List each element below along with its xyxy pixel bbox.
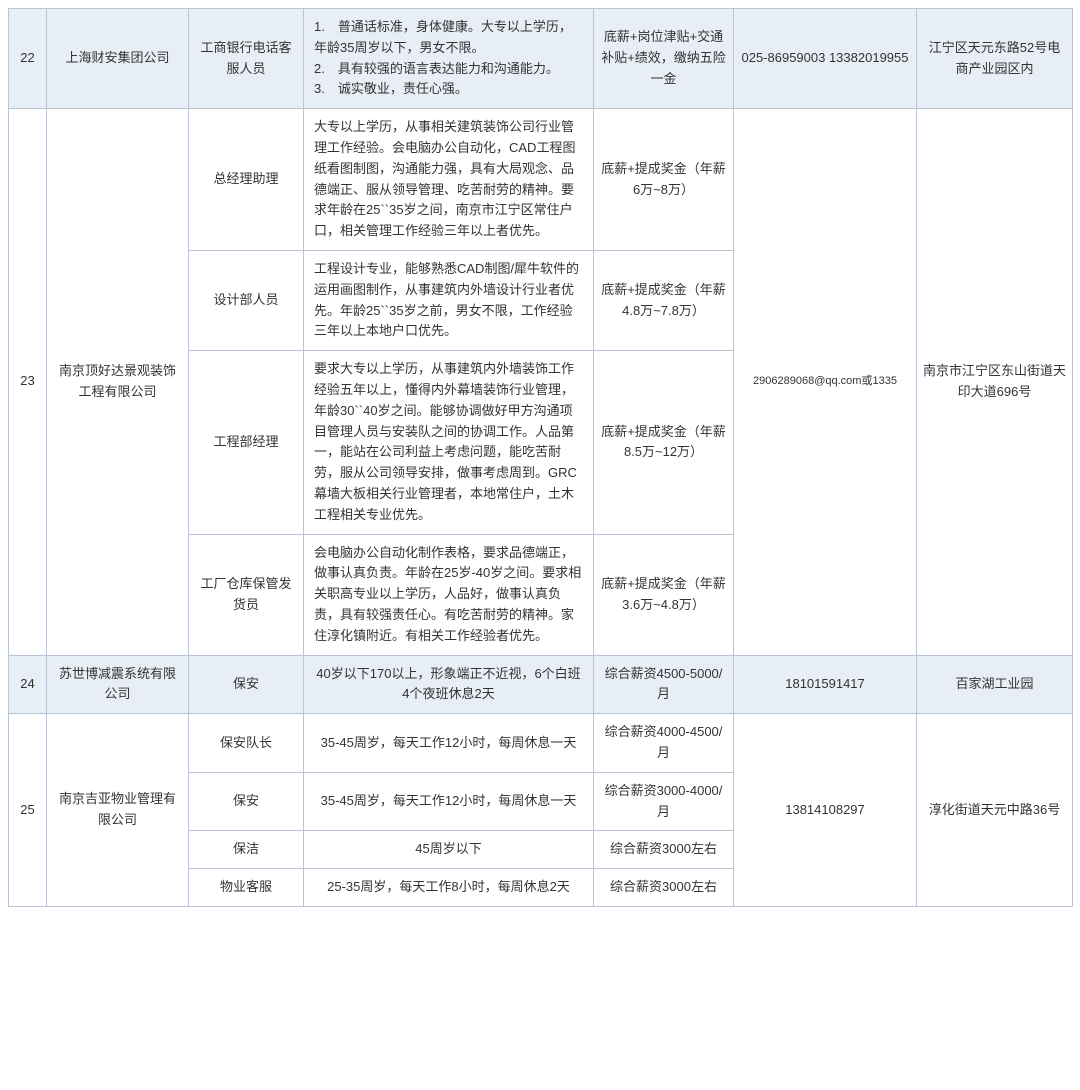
salary: 综合薪资3000左右	[594, 831, 734, 869]
position-name: 物业客服	[189, 869, 304, 907]
row-index: 23	[9, 109, 47, 655]
address: 江宁区天元东路52号电商产业园区内	[917, 9, 1073, 109]
requirements: 35-45周岁，每天工作12小时，每周休息一天	[304, 714, 594, 773]
table-row: 25南京吉亚物业管理有限公司保安队长35-45周岁，每天工作12小时，每周休息一…	[9, 714, 1073, 773]
company-name: 南京顶好达景观装饰工程有限公司	[47, 109, 189, 655]
contact: 13814108297	[734, 714, 917, 907]
requirements: 会电脑办公自动化制作表格，要求品德端正，做事认真负责。年龄在25岁-40岁之间。…	[304, 534, 594, 655]
requirements: 1. 普通话标准，身体健康。大专以上学历，年龄35周岁以下，男女不限。2. 具有…	[304, 9, 594, 109]
salary: 底薪+岗位津贴+交通补贴+绩效，缴纳五险一金	[594, 9, 734, 109]
position-name: 设计部人员	[189, 250, 304, 350]
table-row: 23南京顶好达景观装饰工程有限公司总经理助理大专以上学历，从事相关建筑装饰公司行…	[9, 109, 1073, 251]
salary: 综合薪资4000-4500/月	[594, 714, 734, 773]
requirements: 要求大专以上学历，从事建筑内外墙装饰工作经验五年以上，懂得内外幕墙装饰行业管理，…	[304, 351, 594, 534]
salary: 综合薪资3000左右	[594, 869, 734, 907]
row-index: 22	[9, 9, 47, 109]
position-name: 工商银行电话客服人员	[189, 9, 304, 109]
position-name: 保安队长	[189, 714, 304, 773]
salary: 底薪+提成奖金（年薪8.5万~12万）	[594, 351, 734, 534]
salary: 底薪+提成奖金（年薪4.8万~7.8万）	[594, 250, 734, 350]
position-name: 保洁	[189, 831, 304, 869]
company-name: 上海财安集团公司	[47, 9, 189, 109]
salary: 底薪+提成奖金（年薪6万~8万）	[594, 109, 734, 251]
requirements: 25-35周岁，每天工作8小时，每周休息2天	[304, 869, 594, 907]
requirements: 40岁以下170以上，形象端正不近视，6个白班4个夜班休息2天	[304, 655, 594, 714]
table-row: 22上海财安集团公司工商银行电话客服人员1. 普通话标准，身体健康。大专以上学历…	[9, 9, 1073, 109]
job-listing-table: 22上海财安集团公司工商银行电话客服人员1. 普通话标准，身体健康。大专以上学历…	[8, 8, 1073, 907]
salary: 综合薪资3000-4000/月	[594, 772, 734, 831]
requirements: 工程设计专业，能够熟悉CAD制图/犀牛软件的运用画图制作，从事建筑内外墙设计行业…	[304, 250, 594, 350]
contact: 025-86959003 13382019955	[734, 9, 917, 109]
address: 淳化街道天元中路36号	[917, 714, 1073, 907]
row-index: 25	[9, 714, 47, 907]
address: 南京市江宁区东山街道天印大道696号	[917, 109, 1073, 655]
contact: 2906289068@qq.com或1335	[734, 109, 917, 655]
address: 百家湖工业园	[917, 655, 1073, 714]
requirements: 35-45周岁，每天工作12小时，每周休息一天	[304, 772, 594, 831]
position-name: 保安	[189, 655, 304, 714]
position-name: 保安	[189, 772, 304, 831]
requirements: 45周岁以下	[304, 831, 594, 869]
table-row: 24苏世博减震系统有限公司保安40岁以下170以上，形象端正不近视，6个白班4个…	[9, 655, 1073, 714]
position-name: 总经理助理	[189, 109, 304, 251]
position-name: 工程部经理	[189, 351, 304, 534]
contact: 18101591417	[734, 655, 917, 714]
company-name: 苏世博减震系统有限公司	[47, 655, 189, 714]
row-index: 24	[9, 655, 47, 714]
salary: 底薪+提成奖金（年薪3.6万~4.8万）	[594, 534, 734, 655]
requirements: 大专以上学历，从事相关建筑装饰公司行业管理工作经验。会电脑办公自动化，CAD工程…	[304, 109, 594, 251]
position-name: 工厂仓库保管发货员	[189, 534, 304, 655]
salary: 综合薪资4500-5000/月	[594, 655, 734, 714]
company-name: 南京吉亚物业管理有限公司	[47, 714, 189, 907]
